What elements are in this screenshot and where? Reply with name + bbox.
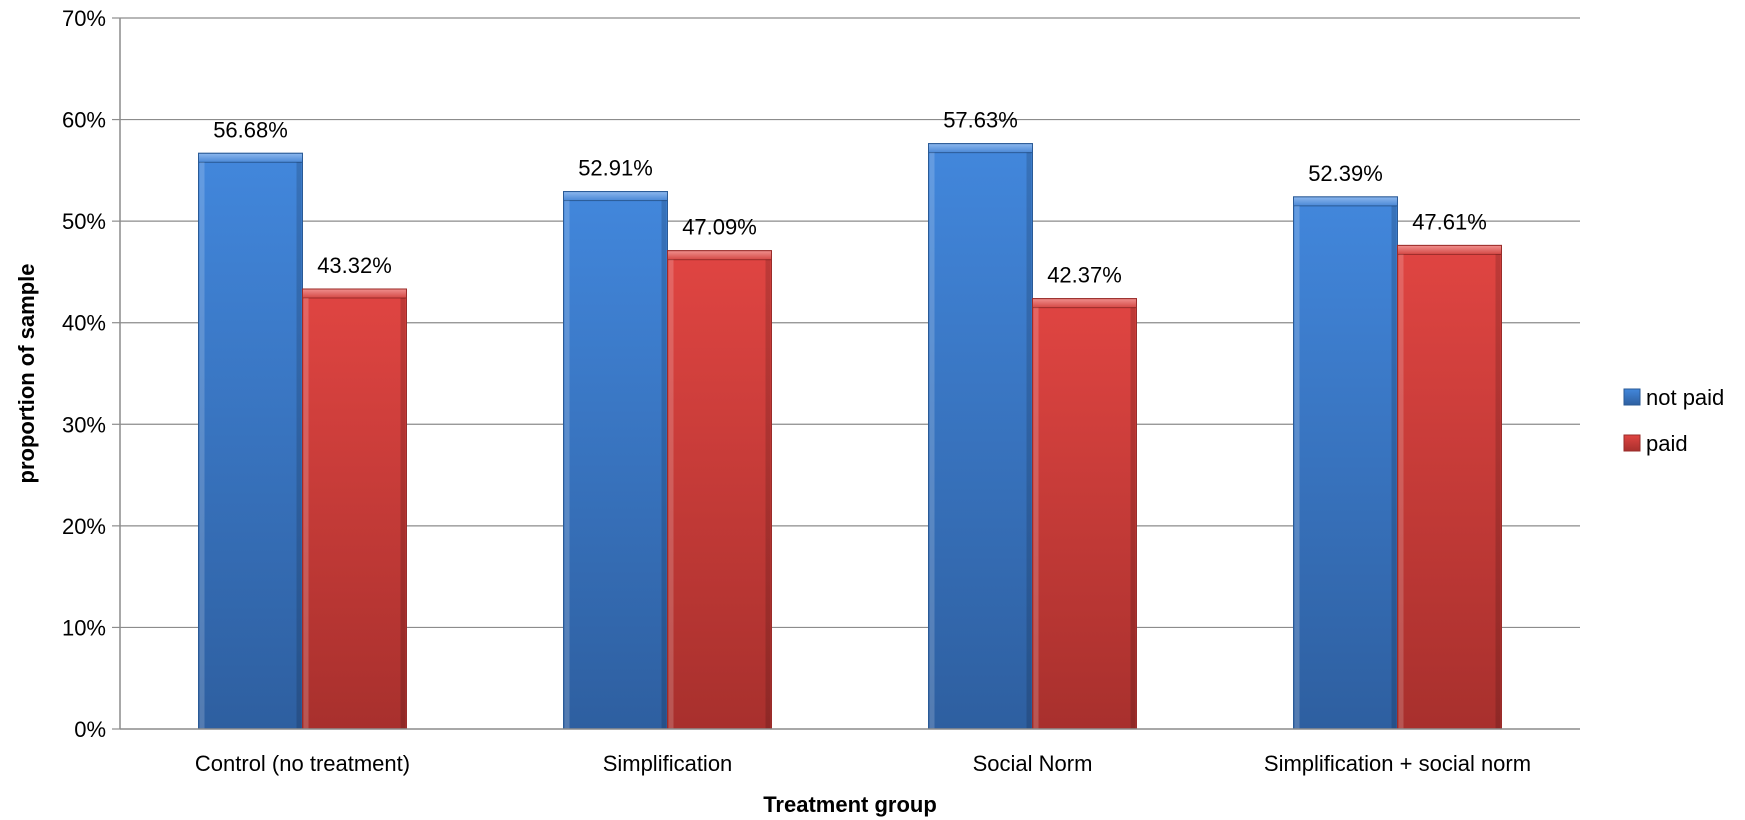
bar-right-bevel <box>1026 152 1032 729</box>
bar-top-bevel <box>1032 298 1137 309</box>
bar-body <box>1293 196 1398 730</box>
bar-top-bevel <box>302 288 407 299</box>
bar-right-bevel <box>1391 205 1397 729</box>
bar-left-bevel <box>1294 205 1300 729</box>
bar-left-bevel <box>199 162 205 729</box>
data-label: 47.09% <box>682 215 757 240</box>
bar-left-bevel <box>564 200 570 729</box>
bar-paid <box>667 250 772 730</box>
x-category-label: Simplification + social norm <box>1264 751 1531 776</box>
bar-left-bevel <box>303 297 309 729</box>
bar-right-bevel <box>765 259 771 729</box>
data-label: 42.37% <box>1047 263 1122 288</box>
bar-top-bevel <box>1397 244 1502 255</box>
y-tick-label: 10% <box>62 615 106 640</box>
bar-top-bevel <box>563 191 668 202</box>
y-tick-label: 30% <box>62 412 106 437</box>
bar-body <box>667 250 772 730</box>
y-tick-label: 0% <box>74 717 106 742</box>
bar-top-bevel <box>667 250 772 261</box>
bar-top-bevel <box>1293 196 1398 207</box>
bar-body <box>302 288 407 730</box>
bar-body <box>1032 298 1137 730</box>
bar-paid <box>1032 298 1137 730</box>
y-axis-ticks: 0% 10% 20% 30% 40% 50% 60% 70% <box>62 6 120 742</box>
bar-body <box>198 152 303 730</box>
data-label: 52.91% <box>578 156 653 181</box>
bar-body <box>928 143 1033 730</box>
data-label: 52.39% <box>1308 161 1383 186</box>
bar-right-bevel <box>400 297 406 729</box>
bar-body <box>1397 244 1502 730</box>
legend-item: paid <box>1623 431 1688 456</box>
bar-right-bevel <box>296 162 302 729</box>
bar-left-bevel <box>929 152 935 729</box>
x-axis-categories: Control (no treatment) Simplification Soci… <box>195 751 1531 776</box>
y-tick-label: 70% <box>62 6 106 31</box>
data-label: 56.68% <box>213 117 288 142</box>
bar-not-paid <box>928 143 1033 730</box>
x-category-label: Simplification <box>603 751 733 776</box>
data-label: 57.63% <box>943 108 1018 133</box>
legend-swatch <box>1623 434 1641 452</box>
data-label: 43.32% <box>317 253 392 278</box>
y-tick-label: 40% <box>62 311 106 336</box>
data-labels: 56.68% 43.32% 52.91% 47.09% 57.63% 42.37% 52.3… <box>213 108 1487 288</box>
legend: not paid paid <box>1623 385 1724 456</box>
data-label: 47.61% <box>1412 209 1487 234</box>
x-category-label: Control (no treatment) <box>195 751 410 776</box>
bar-left-bevel <box>668 259 674 729</box>
bar-body <box>563 191 668 730</box>
bar-top-bevel <box>198 152 303 163</box>
bar-right-bevel <box>661 200 667 729</box>
legend-swatch <box>1623 388 1641 406</box>
bar-not-paid <box>198 152 303 730</box>
y-axis-title: proportion of sample <box>14 264 39 484</box>
bar-paid <box>302 288 407 730</box>
bar-paid <box>1397 244 1502 730</box>
bar-not-paid <box>563 191 668 730</box>
bar-left-bevel <box>1033 307 1039 729</box>
bar-right-bevel <box>1130 307 1136 729</box>
bar-right-bevel <box>1495 254 1501 729</box>
legend-label: paid <box>1646 431 1688 456</box>
x-category-label: Social Norm <box>973 751 1093 776</box>
bar-not-paid <box>1293 196 1398 730</box>
y-tick-label: 50% <box>62 209 106 234</box>
y-tick-label: 60% <box>62 108 106 133</box>
legend-item: not paid <box>1623 385 1724 410</box>
bar-top-bevel <box>928 143 1033 154</box>
y-tick-label: 20% <box>62 514 106 539</box>
legend-label: not paid <box>1646 385 1724 410</box>
x-axis-title: Treatment group <box>763 792 937 817</box>
bars <box>198 143 1502 730</box>
bar-left-bevel <box>1398 254 1404 729</box>
